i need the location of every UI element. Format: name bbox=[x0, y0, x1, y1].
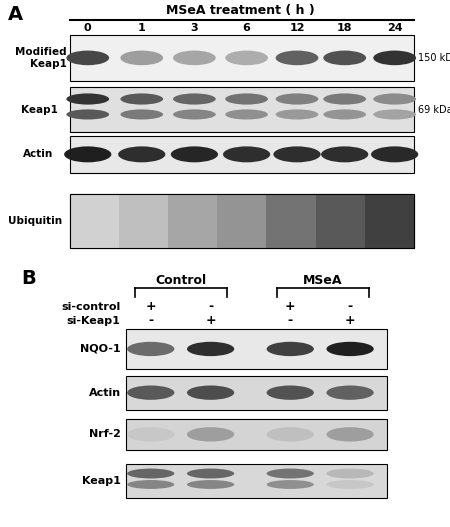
Ellipse shape bbox=[275, 93, 319, 104]
Ellipse shape bbox=[67, 51, 109, 65]
Bar bbox=[266, 194, 315, 248]
Ellipse shape bbox=[323, 51, 366, 65]
Ellipse shape bbox=[67, 110, 109, 120]
Text: -: - bbox=[347, 300, 353, 313]
Ellipse shape bbox=[118, 147, 166, 162]
Text: 3: 3 bbox=[191, 23, 198, 33]
Ellipse shape bbox=[373, 93, 416, 104]
Text: B: B bbox=[22, 269, 36, 288]
Text: Nrf-2: Nrf-2 bbox=[89, 430, 121, 440]
Ellipse shape bbox=[127, 385, 175, 400]
Text: Actin: Actin bbox=[89, 388, 121, 398]
Ellipse shape bbox=[187, 427, 234, 442]
Text: 69 kDa: 69 kDa bbox=[418, 105, 450, 115]
Bar bbox=[126, 419, 387, 450]
Text: +: + bbox=[205, 315, 216, 327]
Text: Ubiquitin: Ubiquitin bbox=[8, 216, 62, 226]
Text: 150 kDa: 150 kDa bbox=[418, 53, 450, 63]
Bar bbox=[119, 194, 168, 248]
Bar bbox=[126, 329, 387, 369]
Ellipse shape bbox=[67, 93, 109, 104]
Ellipse shape bbox=[275, 51, 319, 65]
Bar bbox=[365, 194, 414, 248]
Ellipse shape bbox=[173, 51, 216, 65]
Bar bbox=[126, 376, 387, 409]
Ellipse shape bbox=[274, 147, 320, 162]
Bar bbox=[70, 136, 414, 173]
Ellipse shape bbox=[187, 342, 234, 356]
Ellipse shape bbox=[127, 469, 175, 479]
Ellipse shape bbox=[127, 480, 175, 489]
Ellipse shape bbox=[173, 93, 216, 104]
Ellipse shape bbox=[266, 480, 314, 489]
Text: MSeA: MSeA bbox=[303, 274, 342, 287]
Ellipse shape bbox=[187, 469, 234, 479]
Bar bbox=[126, 464, 387, 499]
Ellipse shape bbox=[187, 480, 234, 489]
Ellipse shape bbox=[323, 93, 366, 104]
Ellipse shape bbox=[64, 147, 112, 162]
Ellipse shape bbox=[121, 93, 163, 104]
Bar bbox=[70, 35, 414, 81]
Text: 0: 0 bbox=[84, 23, 91, 33]
Text: MSeA treatment ( h ): MSeA treatment ( h ) bbox=[166, 4, 315, 17]
Text: 12: 12 bbox=[289, 23, 305, 33]
Ellipse shape bbox=[373, 110, 416, 120]
Text: Actin: Actin bbox=[23, 149, 53, 159]
Ellipse shape bbox=[321, 147, 369, 162]
Text: Keap1: Keap1 bbox=[82, 476, 121, 486]
Text: si-control: si-control bbox=[61, 301, 121, 311]
Ellipse shape bbox=[121, 51, 163, 65]
Text: si-Keap1: si-Keap1 bbox=[67, 316, 121, 326]
Ellipse shape bbox=[327, 480, 374, 489]
Text: 1: 1 bbox=[138, 23, 146, 33]
Ellipse shape bbox=[225, 51, 268, 65]
Bar bbox=[315, 194, 365, 248]
Text: 6: 6 bbox=[243, 23, 251, 33]
Bar bbox=[168, 194, 217, 248]
Text: A: A bbox=[8, 5, 23, 24]
Text: 24: 24 bbox=[387, 23, 402, 33]
Text: +: + bbox=[345, 315, 356, 327]
Bar bbox=[70, 87, 414, 132]
Ellipse shape bbox=[323, 110, 366, 120]
Text: -: - bbox=[208, 300, 213, 313]
Text: +: + bbox=[145, 300, 156, 313]
Ellipse shape bbox=[266, 342, 314, 356]
Ellipse shape bbox=[225, 110, 268, 120]
Text: NQO-1: NQO-1 bbox=[80, 344, 121, 354]
Ellipse shape bbox=[225, 93, 268, 104]
Ellipse shape bbox=[327, 342, 374, 356]
Text: -: - bbox=[288, 315, 293, 327]
Bar bbox=[70, 194, 119, 248]
Ellipse shape bbox=[173, 110, 216, 120]
Text: +: + bbox=[285, 300, 296, 313]
Text: Modified
Keap1: Modified Keap1 bbox=[15, 47, 67, 69]
Bar bbox=[70, 194, 414, 248]
Ellipse shape bbox=[327, 469, 374, 479]
Ellipse shape bbox=[327, 427, 374, 442]
Ellipse shape bbox=[266, 469, 314, 479]
Text: -: - bbox=[148, 315, 153, 327]
Ellipse shape bbox=[266, 427, 314, 442]
Text: Control: Control bbox=[155, 274, 207, 287]
Text: Keap1: Keap1 bbox=[21, 105, 58, 115]
Ellipse shape bbox=[127, 427, 175, 442]
Bar bbox=[70, 194, 414, 248]
Ellipse shape bbox=[327, 385, 374, 400]
Ellipse shape bbox=[121, 110, 163, 120]
Ellipse shape bbox=[373, 51, 416, 65]
Ellipse shape bbox=[223, 147, 270, 162]
Ellipse shape bbox=[266, 385, 314, 400]
Ellipse shape bbox=[275, 110, 319, 120]
Ellipse shape bbox=[127, 342, 175, 356]
Bar bbox=[217, 194, 266, 248]
Ellipse shape bbox=[171, 147, 218, 162]
Ellipse shape bbox=[371, 147, 418, 162]
Ellipse shape bbox=[187, 385, 234, 400]
Text: 18: 18 bbox=[337, 23, 352, 33]
